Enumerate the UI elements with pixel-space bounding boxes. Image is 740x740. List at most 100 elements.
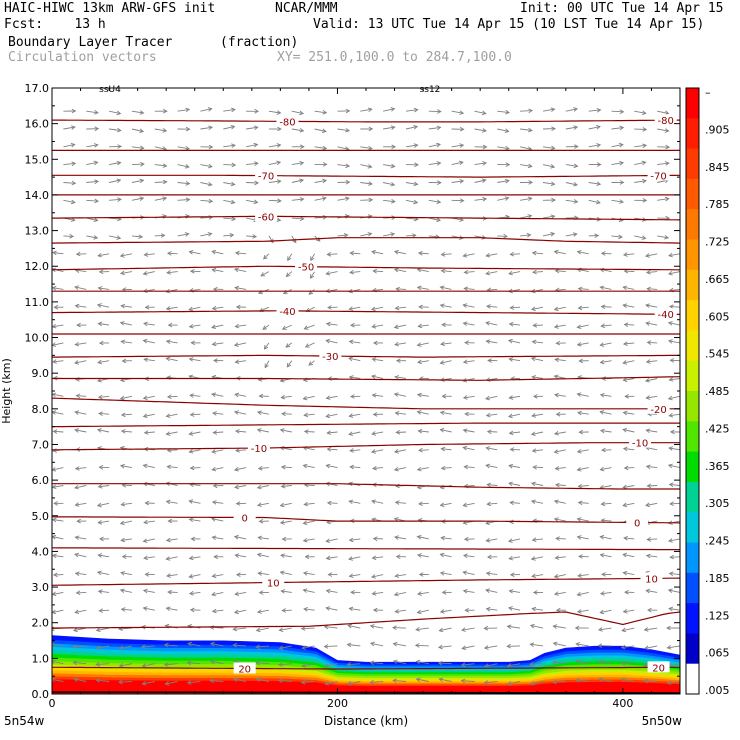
- circulation-vector: [131, 145, 145, 151]
- circulation-vector: [140, 644, 155, 649]
- circulation-vector: [372, 536, 384, 542]
- circulation-vector: [349, 394, 361, 399]
- circulation-vector: [634, 110, 647, 116]
- circulation-vector: [277, 662, 292, 667]
- circulation-vector: [553, 431, 566, 436]
- y-tick-label: 15.0: [25, 153, 50, 166]
- circulation-vector: [120, 570, 132, 576]
- circulation-vector: [142, 606, 155, 611]
- circulation-vector: [280, 589, 292, 594]
- circulation-vector: [622, 360, 635, 365]
- circulation-vector: [234, 250, 247, 256]
- circulation-vector: [530, 556, 544, 561]
- circulation-vector: [209, 641, 224, 647]
- circulation-vector: [246, 180, 260, 186]
- circulation-vector: [451, 178, 465, 184]
- circulation-vector: [497, 128, 510, 134]
- vector-name: Circulation vectors: [8, 50, 157, 65]
- circulation-vector: [98, 464, 110, 470]
- y-tick-label: 2.0: [32, 617, 50, 630]
- circulation-vector: [634, 235, 647, 240]
- tracer-band-13: [52, 679, 680, 694]
- circulation-vector: [441, 322, 452, 328]
- circulation-vector: [530, 431, 544, 437]
- circulation-vector: [97, 252, 110, 258]
- circulation-vector: [506, 624, 521, 630]
- circulation-vector: [417, 323, 429, 329]
- circulation-vector: [485, 253, 498, 258]
- contour-label: 0: [634, 519, 640, 530]
- circulation-vector: [280, 464, 292, 470]
- circulation-vector: [552, 660, 566, 665]
- contour-label: -50: [298, 263, 314, 274]
- temperature-contour-line: [52, 397, 680, 410]
- circulation-vector: [144, 500, 155, 506]
- circulation-vector: [634, 198, 648, 203]
- circulation-vector: [314, 178, 328, 184]
- circulation-vector: [418, 572, 429, 577]
- circulation-vector: [308, 360, 315, 366]
- circulation-vector: [141, 680, 155, 686]
- circulation-vector: [154, 163, 168, 168]
- circulation-vector: [392, 678, 407, 683]
- circulation-vector: [645, 464, 658, 470]
- circulation-vector: [291, 197, 305, 202]
- circulation-vector: [601, 447, 612, 453]
- circulation-vector: [532, 323, 544, 328]
- circulation-vector: [72, 627, 87, 633]
- circulation-vector: [200, 181, 213, 187]
- circulation-vector: [286, 360, 293, 368]
- circulation-vector: [291, 160, 305, 166]
- circulation-vector: [530, 306, 544, 312]
- circulation-vector: [531, 573, 544, 579]
- circulation-vector: [63, 180, 77, 186]
- circulation-vector: [277, 678, 292, 683]
- circulation-vector: [278, 645, 292, 651]
- contour-label: -10: [251, 444, 267, 455]
- circulation-vector: [599, 553, 612, 558]
- y-axis-label: Height (km): [0, 358, 13, 424]
- circulation-vector: [74, 341, 87, 347]
- circulation-vector: [223, 216, 237, 222]
- circulation-vector: [86, 143, 99, 148]
- circulation-vector: [599, 285, 612, 291]
- circulation-vector: [372, 340, 384, 346]
- circulation-vector: [86, 126, 100, 132]
- colorbar-swatch: [686, 118, 699, 150]
- circulation-vector: [72, 660, 87, 666]
- circulation-vector: [497, 178, 510, 184]
- circulation-vector: [120, 429, 132, 434]
- circulation-vector: [622, 552, 635, 558]
- circulation-vector: [657, 235, 670, 240]
- circulation-vector: [531, 250, 544, 256]
- circulation-vector: [462, 588, 475, 594]
- circulation-vector: [370, 374, 384, 380]
- circulation-vector: [486, 501, 498, 507]
- circulation-vector: [578, 358, 589, 364]
- circulation-vector: [460, 678, 475, 684]
- circulation-vector: [74, 552, 87, 558]
- colorbar-swatch: [686, 572, 699, 604]
- circulation-vector: [63, 233, 75, 239]
- circulation-vector: [506, 663, 521, 668]
- circulation-vector: [212, 483, 224, 489]
- circulation-vector: [211, 573, 224, 579]
- circulation-vector: [223, 124, 236, 130]
- circulation-vector: [553, 517, 566, 522]
- circulation-vector: [119, 253, 132, 258]
- circulation-vector: [143, 519, 155, 525]
- circulation-vector: [392, 641, 407, 647]
- circulation-vector: [394, 305, 407, 311]
- contour-label-bg: [647, 661, 670, 673]
- circulation-vector: [166, 394, 178, 400]
- circulation-vector: [623, 465, 635, 471]
- circulation-vector: [348, 537, 361, 543]
- circulation-vector: [405, 181, 419, 187]
- circulation-vector: [255, 644, 269, 650]
- circulation-vector: [542, 126, 556, 131]
- circulation-vector: [622, 341, 635, 347]
- circulation-vector: [281, 411, 292, 417]
- circulation-vector: [622, 570, 635, 576]
- circulation-vector: [508, 321, 521, 327]
- circulation-vector: [287, 253, 293, 262]
